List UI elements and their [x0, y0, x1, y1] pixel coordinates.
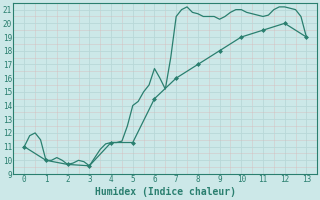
X-axis label: Humidex (Indice chaleur): Humidex (Indice chaleur)	[95, 187, 236, 197]
